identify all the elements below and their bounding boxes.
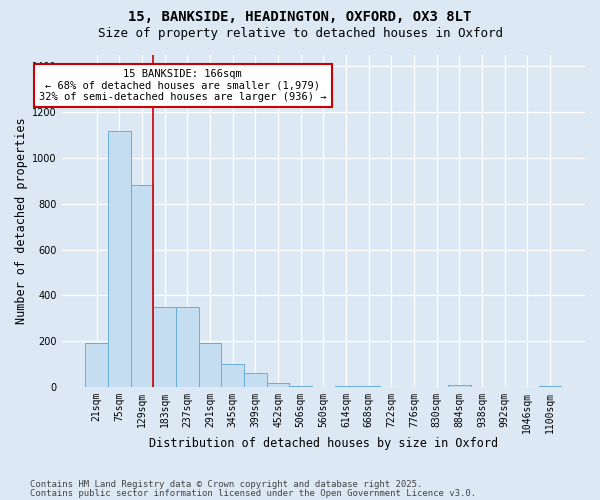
X-axis label: Distribution of detached houses by size in Oxford: Distribution of detached houses by size … — [149, 437, 498, 450]
Text: 15, BANKSIDE, HEADINGTON, OXFORD, OX3 8LT: 15, BANKSIDE, HEADINGTON, OXFORD, OX3 8L… — [128, 10, 472, 24]
Text: Contains HM Land Registry data © Crown copyright and database right 2025.: Contains HM Land Registry data © Crown c… — [30, 480, 422, 489]
Bar — [244, 373, 266, 387]
Bar — [358, 386, 380, 387]
Bar — [131, 186, 154, 387]
Text: Size of property relative to detached houses in Oxford: Size of property relative to detached ho… — [97, 28, 503, 40]
Bar — [154, 306, 176, 387]
Bar — [108, 130, 131, 387]
Bar — [221, 364, 244, 387]
Bar — [266, 384, 289, 387]
Bar — [176, 306, 199, 387]
Y-axis label: Number of detached properties: Number of detached properties — [15, 118, 28, 324]
Bar — [289, 386, 312, 387]
Text: 15 BANKSIDE: 166sqm
← 68% of detached houses are smaller (1,979)
32% of semi-det: 15 BANKSIDE: 166sqm ← 68% of detached ho… — [39, 68, 326, 102]
Text: Contains public sector information licensed under the Open Government Licence v3: Contains public sector information licen… — [30, 489, 476, 498]
Bar — [199, 344, 221, 387]
Bar — [448, 384, 470, 387]
Bar — [335, 386, 358, 387]
Bar — [539, 386, 561, 387]
Bar — [85, 344, 108, 387]
